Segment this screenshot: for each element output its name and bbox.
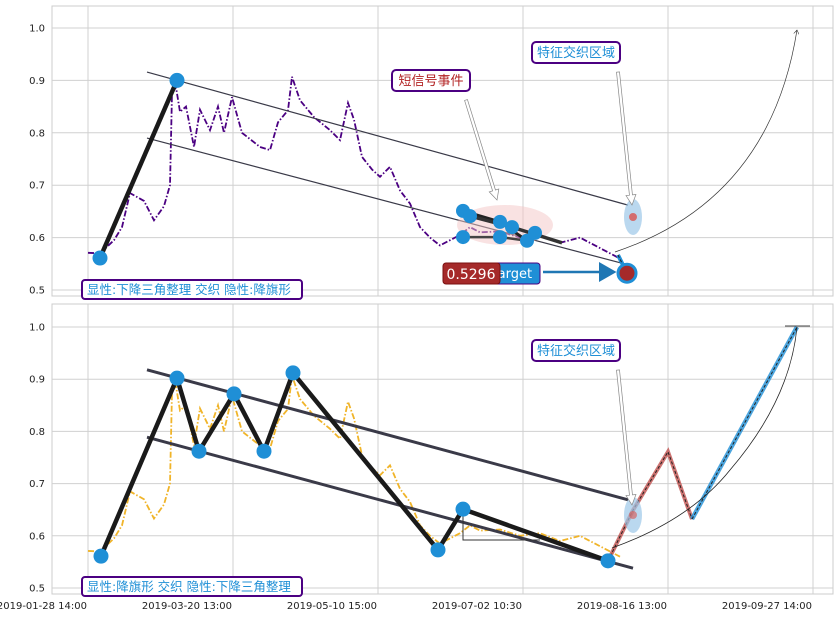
- triangle-line: [462, 509, 540, 541]
- x-axis: 2019-01-28 14:00 2019-03-20 13:00 2019-05-…: [0, 601, 812, 612]
- legend-box: [81, 279, 303, 300]
- y-tick-label: 0.9: [29, 375, 45, 386]
- pattern-point: [256, 443, 272, 459]
- pattern-point: [93, 548, 109, 564]
- pattern-point: [169, 370, 185, 386]
- x-tick-label: 2019-03-20 13:00: [142, 601, 232, 612]
- price-series-line: [87, 375, 621, 558]
- y-tick-label: 0.9: [29, 76, 45, 87]
- price-series-line: [87, 76, 621, 260]
- x-tick-label: 2019-05-10 15:00: [287, 601, 377, 612]
- legend-text: 显性:降旗形 交织 隐性:下降三角整理: [87, 579, 291, 594]
- projection-red-dash: [607, 450, 693, 562]
- y-tick-label: 1.0: [29, 24, 45, 35]
- y-tick-label: 0.8: [29, 128, 45, 139]
- target-value: 0.5296: [447, 267, 496, 283]
- channel-lower-line: [146, 435, 634, 570]
- callout-box: [391, 69, 471, 92]
- pattern-point: [92, 250, 108, 266]
- legend-box: [81, 576, 303, 597]
- target-point: [616, 262, 638, 284]
- pattern-point: [600, 553, 616, 569]
- callout-box: [531, 41, 621, 64]
- pattern-point: [455, 501, 471, 517]
- y-tick-label: 0.5: [29, 584, 45, 595]
- legend-text: 显性:下降三角整理 交织 隐性:降旗形: [87, 282, 291, 297]
- callout-box: [531, 339, 621, 362]
- x-tick-label: 2019-08-16 13:00: [577, 601, 667, 612]
- callout-arrow-icon: [464, 99, 500, 201]
- callout-arrow-icon: [616, 71, 637, 206]
- callout-arrow-icon: [616, 369, 637, 506]
- cluster-point: [505, 220, 519, 235]
- target-label: Target: [491, 267, 532, 282]
- y-tick-label: 1.0: [29, 323, 45, 334]
- callout-label: 短信号事件: [398, 74, 463, 89]
- y-tick-label: 0.6: [29, 233, 45, 244]
- projection-blue-dash: [691, 326, 798, 520]
- y-tick-label: 0.7: [29, 181, 45, 192]
- cluster-point: [463, 209, 477, 224]
- x-tick-label: 2019-01-28 14:00: [0, 601, 87, 612]
- y-tick-label: 0.7: [29, 479, 45, 490]
- x-tick-label: 2019-07-02 10:30: [432, 601, 522, 612]
- pattern-point: [191, 443, 207, 459]
- channel-lower-line: [146, 137, 629, 266]
- x-tick-label: 2019-09-27 14:00: [722, 601, 812, 612]
- zone-dot: [629, 213, 637, 221]
- plot-area: [51, 5, 834, 297]
- cluster-point: [528, 225, 542, 240]
- pattern-point: [430, 542, 446, 558]
- pattern-point: [169, 72, 185, 88]
- pattern-point: [226, 386, 242, 402]
- projection-curve-arrow: [614, 30, 797, 253]
- cluster-point: [493, 230, 507, 245]
- y-tick-label: 0.5: [29, 286, 45, 297]
- cluster-point: [493, 214, 507, 229]
- pattern-line: [97, 79, 180, 259]
- callout-label: 特征交织区域: [537, 45, 615, 61]
- pattern-point: [285, 365, 301, 381]
- cluster-point: [456, 230, 470, 245]
- y-tick-label: 0.8: [29, 427, 45, 438]
- target-value-box: [442, 262, 501, 285]
- zone-dot: [629, 511, 637, 519]
- y-tick-label: 0.6: [29, 531, 45, 542]
- channel-upper-line: [146, 71, 629, 206]
- projection-curve: [611, 326, 798, 549]
- callout-label: 特征交织区域: [537, 343, 615, 359]
